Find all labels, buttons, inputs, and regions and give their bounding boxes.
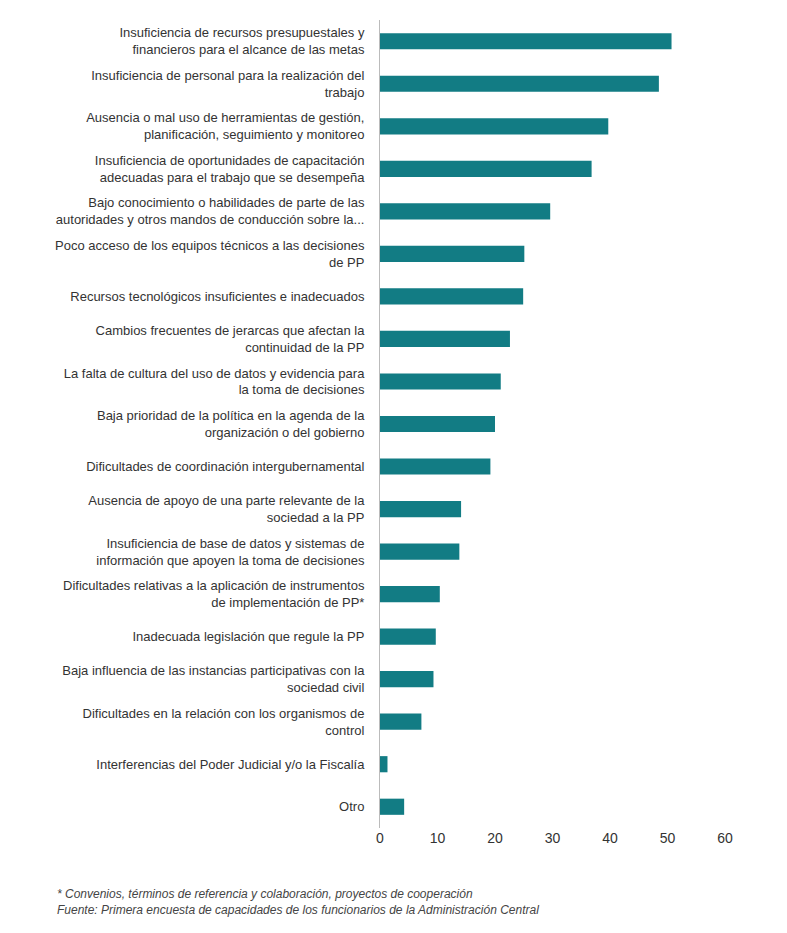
svg-text:Baja prioridad de la política: Baja prioridad de la política en la agen… <box>97 408 365 440</box>
svg-text:50: 50 <box>660 830 676 846</box>
svg-text:60: 60 <box>717 830 733 846</box>
svg-text:Insuficiencia de base de datos: Insuficiencia de base de datos y sistema… <box>96 536 365 568</box>
svg-text:Insuficiencia de personal para: Insuficiencia de personal para la realiz… <box>91 68 364 100</box>
svg-text:La falta de cultura del uso de: La falta de cultura del uso de datos y e… <box>64 366 365 398</box>
svg-text:Insuficiencia de recursos pres: Insuficiencia de recursos presupuestales… <box>119 25 364 57</box>
svg-text:10: 10 <box>430 830 446 846</box>
svg-text:0: 0 <box>376 830 384 846</box>
svg-text:40: 40 <box>602 830 618 846</box>
svg-text:Dificultades relativas a la ap: Dificultades relativas a la aplicación d… <box>63 578 365 610</box>
svg-text:Ausencia o mal uso de herramie: Ausencia o mal uso de herramientas de ge… <box>86 110 364 142</box>
svg-text:Fuente: Primera encuesta de ca: Fuente: Primera encuesta de capacidades … <box>57 903 539 917</box>
svg-text:Dificultades de coordinación i: Dificultades de coordinación intergubern… <box>86 459 364 474</box>
svg-text:Baja influencia de las instanc: Baja influencia de las instancias partic… <box>62 663 365 695</box>
svg-text:Cambios frecuentes de jerarcas: Cambios frecuentes de jerarcas que afect… <box>96 323 366 355</box>
svg-text:30: 30 <box>545 830 561 846</box>
svg-text:Insuficiencia de oportunidades: Insuficiencia de oportunidades de capaci… <box>95 153 365 185</box>
svg-text:20: 20 <box>487 830 503 846</box>
svg-text:Recursos tecnológicos insufici: Recursos tecnológicos insuficientes e in… <box>70 289 365 304</box>
svg-text:Interferencias del Poder Judic: Interferencias del Poder Judicial y/o la… <box>96 757 365 772</box>
svg-text:Ausencia de apoyo de una parte: Ausencia de apoyo de una parte relevante… <box>88 493 365 525</box>
svg-text:Bajo conocimiento o habilidade: Bajo conocimiento o habilidades de parte… <box>56 195 365 227</box>
svg-text:* Convenios, términos de refer: * Convenios, términos de referencia y co… <box>57 887 473 901</box>
svg-text:Poco acceso de los equipos téc: Poco acceso de los equipos técnicos a la… <box>55 238 365 270</box>
svg-text:Otro: Otro <box>339 799 364 814</box>
svg-text:Dificultades en la relación co: Dificultades en la relación con los orga… <box>83 706 365 738</box>
svg-text:Inadecuada legislación que reg: Inadecuada legislación que regule la PP <box>132 629 364 644</box>
